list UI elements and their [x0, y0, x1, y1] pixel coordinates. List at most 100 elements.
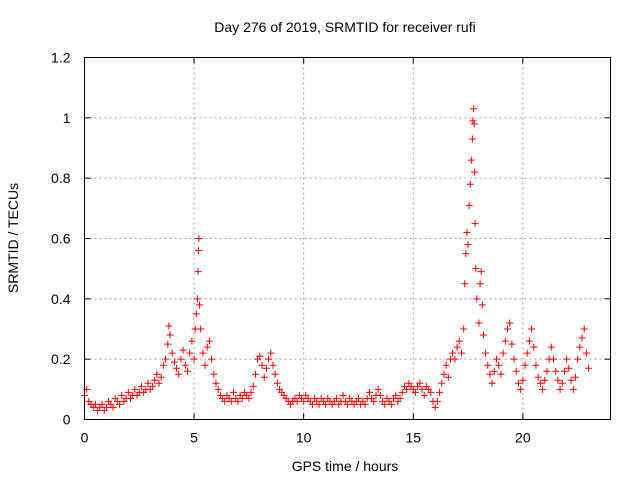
- data-point: [462, 250, 470, 258]
- x-tick-label: 5: [190, 430, 198, 446]
- data-point: [381, 400, 389, 408]
- data-point: [164, 340, 172, 348]
- data-point: [157, 373, 165, 381]
- data-point: [370, 397, 378, 405]
- data-point: [234, 397, 242, 405]
- data-point: [165, 322, 173, 330]
- data-point: [585, 364, 593, 372]
- data-point: [528, 325, 536, 333]
- data-point: [91, 400, 99, 408]
- data-point: [455, 337, 463, 345]
- data-point: [203, 343, 211, 351]
- data-point: [560, 367, 568, 375]
- data-point: [442, 361, 450, 369]
- data-point: [467, 156, 475, 164]
- data-point: [580, 325, 588, 333]
- data-point: [578, 334, 586, 342]
- data-point: [249, 382, 257, 390]
- data-point: [476, 280, 484, 288]
- data-point: [190, 355, 198, 363]
- data-point: [159, 361, 167, 369]
- data-point: [470, 120, 478, 128]
- data-point: [565, 364, 573, 372]
- data-point: [212, 379, 220, 387]
- data-point: [470, 105, 478, 113]
- data-point: [543, 367, 551, 375]
- data-point: [539, 385, 547, 393]
- data-point: [251, 370, 259, 378]
- data-point: [493, 355, 501, 363]
- data-point: [571, 373, 579, 381]
- data-point: [137, 382, 145, 390]
- data-point: [131, 385, 139, 393]
- data-point: [433, 397, 441, 405]
- y-axis-label: SRMTID / TECUs: [5, 183, 21, 293]
- data-point: [170, 358, 178, 366]
- data-point: [501, 337, 509, 345]
- data-point: [444, 373, 452, 381]
- data-point: [556, 385, 564, 393]
- data-point: [558, 379, 566, 387]
- data-point: [392, 391, 400, 399]
- data-point: [495, 361, 503, 369]
- data-point: [192, 310, 200, 318]
- data-point: [469, 117, 477, 125]
- data-point: [102, 403, 110, 411]
- data-point: [166, 331, 174, 339]
- data-point: [554, 376, 562, 384]
- data-point: [144, 379, 152, 387]
- data-point: [479, 331, 487, 339]
- data-point: [569, 385, 577, 393]
- data-point: [534, 373, 542, 381]
- data-point: [510, 355, 518, 363]
- data-point: [512, 367, 520, 375]
- data-point: [514, 379, 522, 387]
- data-point: [457, 349, 465, 357]
- data-point: [488, 379, 496, 387]
- data-points: [81, 105, 593, 414]
- data-point: [267, 349, 275, 357]
- plot-frame: [84, 57, 611, 420]
- y-tick-label: 0.4: [51, 291, 71, 307]
- data-point: [195, 235, 203, 242]
- data-point: [177, 355, 185, 363]
- data-point: [387, 400, 395, 408]
- data-point: [197, 325, 205, 333]
- data-point: [508, 340, 516, 348]
- data-point: [196, 301, 204, 309]
- data-point: [525, 337, 533, 345]
- data-point: [221, 397, 229, 405]
- data-point: [186, 349, 194, 357]
- x-axis-label: GPS time / hours: [292, 458, 399, 474]
- data-point: [199, 349, 207, 357]
- data-point: [230, 388, 238, 396]
- y-tick-label: 0: [63, 412, 71, 428]
- data-point: [98, 400, 106, 408]
- data-point: [205, 337, 213, 345]
- data-point: [499, 349, 507, 357]
- data-point: [563, 355, 571, 363]
- data-point: [497, 370, 505, 378]
- data-point: [245, 394, 253, 402]
- data-point: [466, 180, 474, 188]
- data-point: [436, 388, 444, 396]
- data-point: [416, 379, 424, 387]
- data-point: [179, 346, 187, 354]
- data-point: [440, 370, 448, 378]
- data-point: [482, 349, 490, 357]
- y-tick-label: 0.8: [51, 170, 71, 186]
- data-point: [155, 379, 163, 387]
- data-point: [238, 394, 246, 402]
- data-point: [532, 361, 540, 369]
- data-point: [162, 355, 170, 363]
- data-point: [227, 397, 235, 405]
- data-point: [396, 394, 404, 402]
- data-point: [339, 391, 347, 399]
- data-point: [475, 319, 483, 327]
- data-point: [464, 241, 472, 249]
- data-point: [354, 394, 362, 402]
- data-point: [201, 361, 209, 369]
- data-point: [465, 201, 473, 209]
- data-point: [210, 370, 218, 378]
